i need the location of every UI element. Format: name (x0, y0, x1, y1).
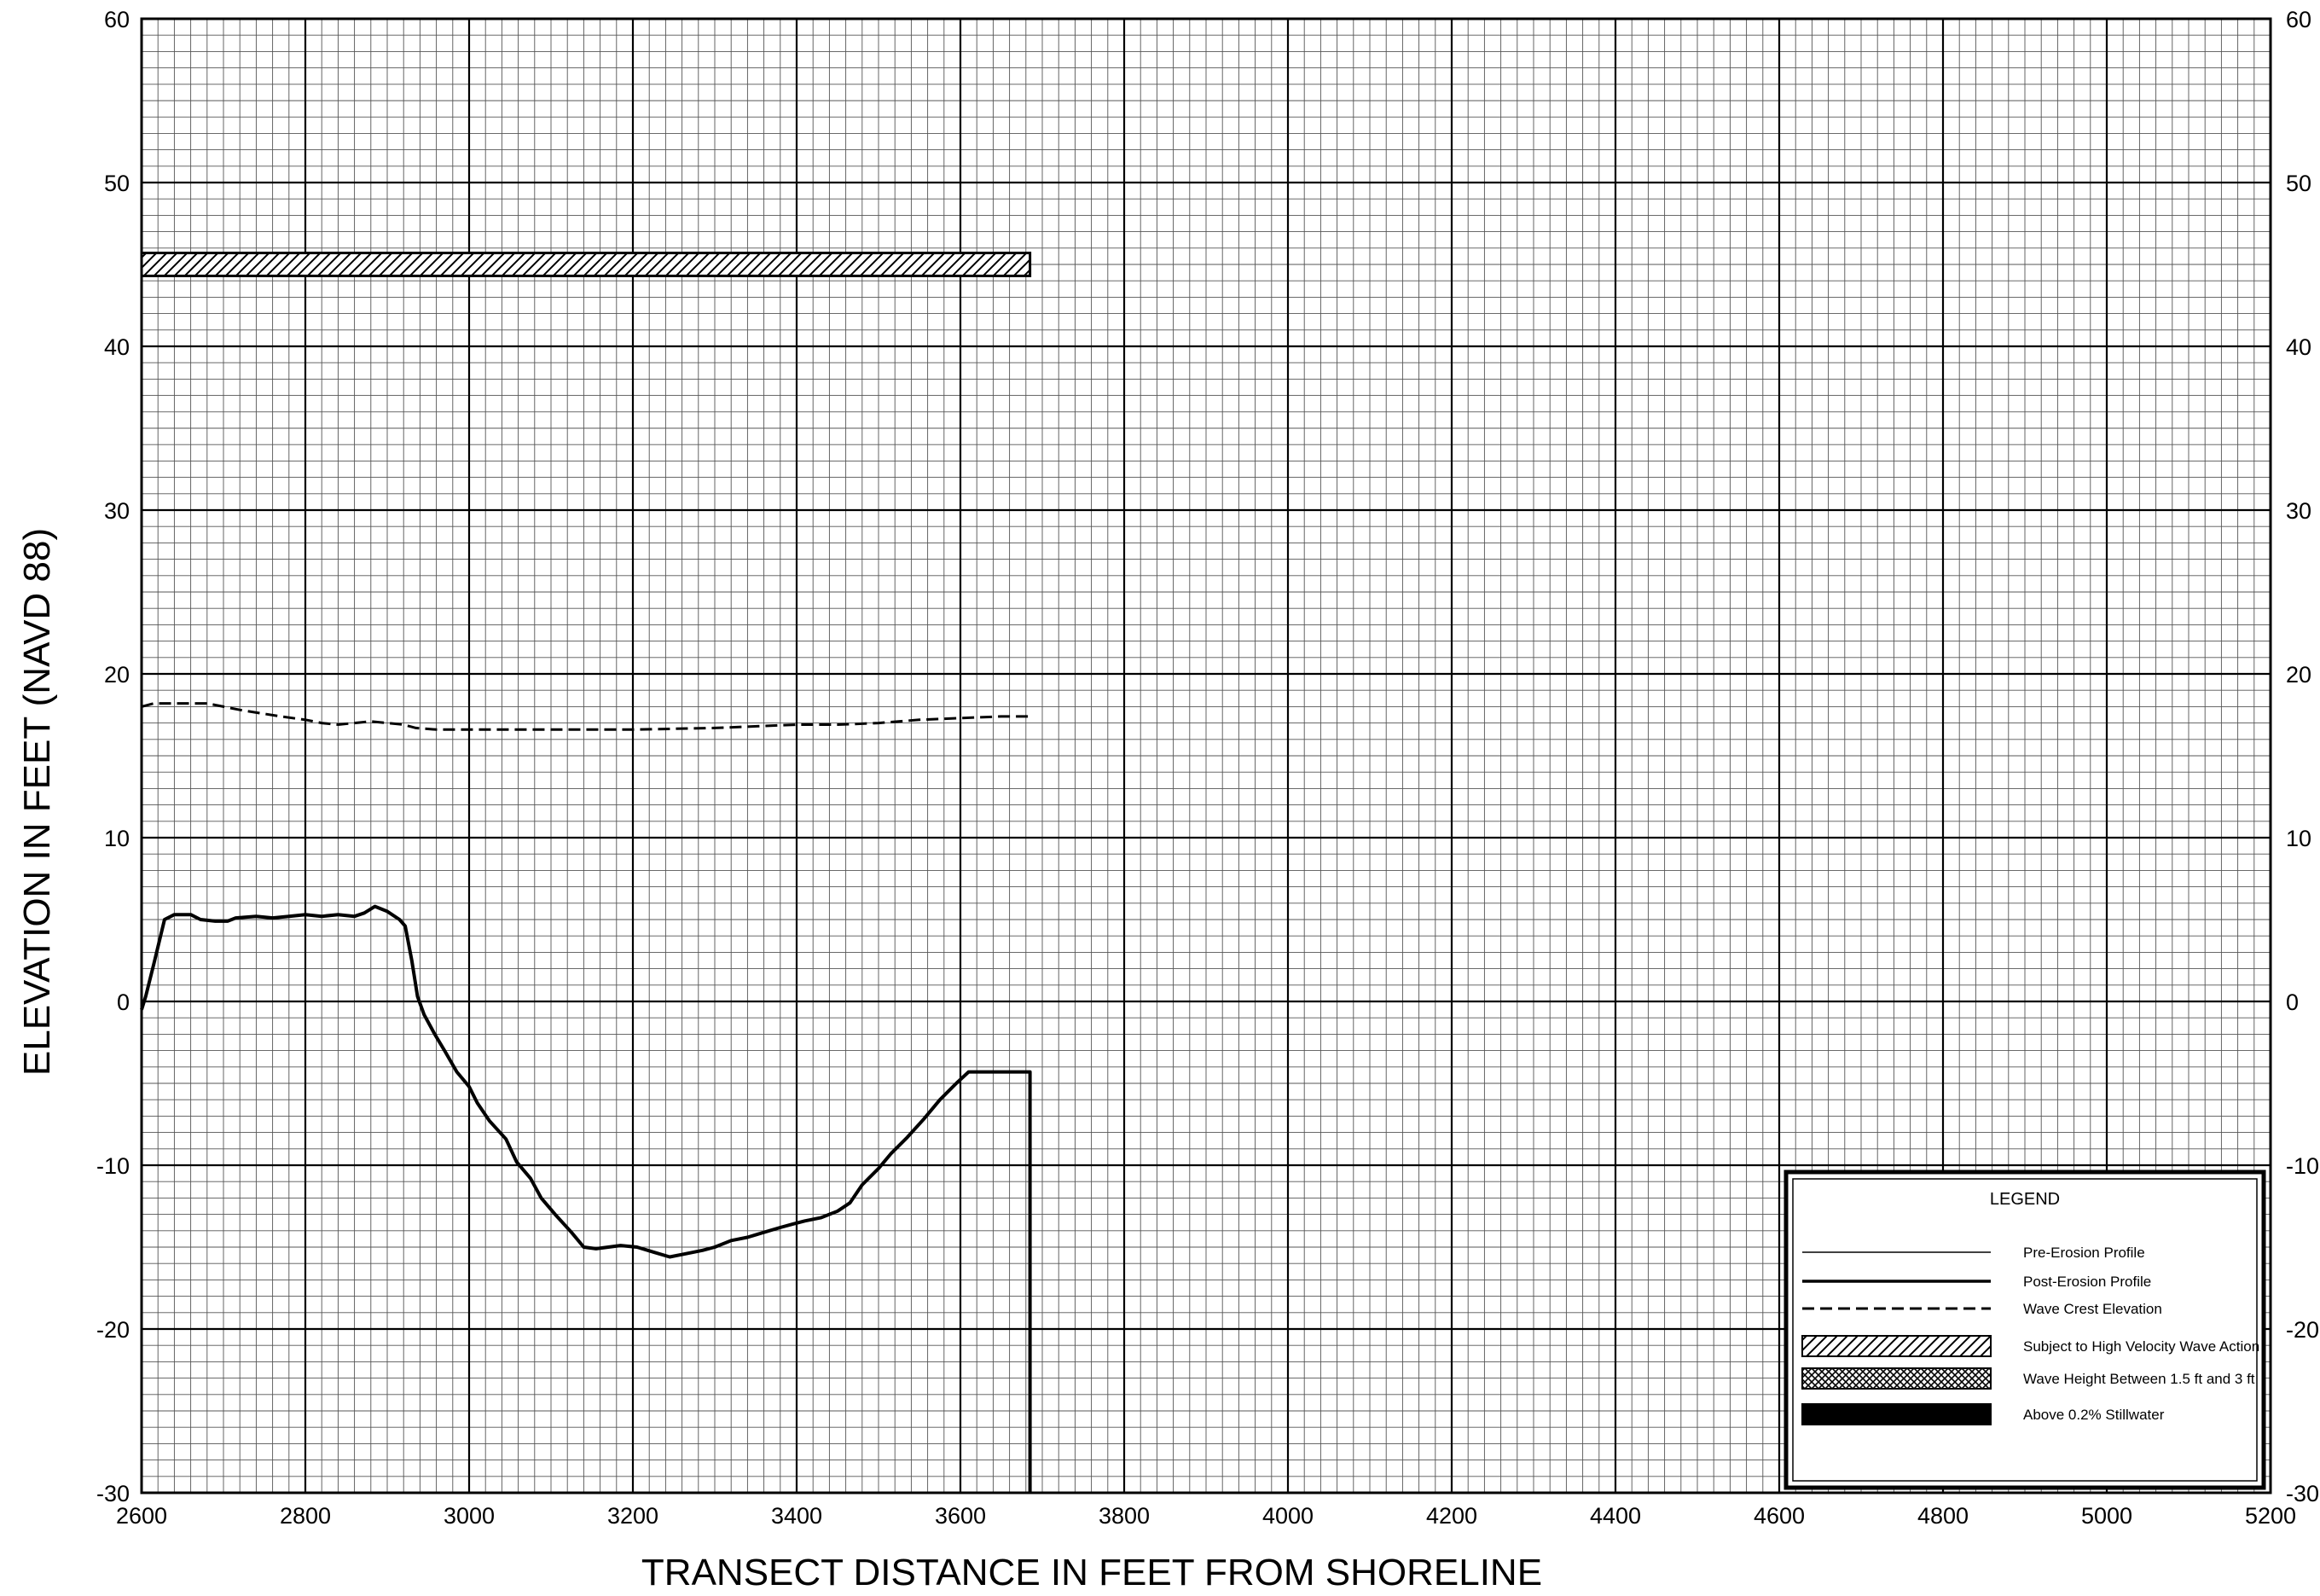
y-tick-label-left: 30 (104, 498, 130, 524)
x-tick-label: 3400 (771, 1503, 822, 1529)
x-tick-labels: 2600 2800 3000 3200 3400 3600 3800 4000 4200 4400… (116, 1503, 2296, 1529)
x-tick-label: 4200 (1426, 1503, 1477, 1529)
legend-label: Pre-Erosion Profile (2023, 1245, 2145, 1261)
series-lines (140, 702, 1032, 1493)
x-tick-label: 4000 (1262, 1503, 1314, 1529)
y-tick-label-left: 20 (104, 662, 130, 688)
x-tick-label: 3000 (444, 1503, 495, 1529)
y-axis-title: ELEVATION IN FEET (NAVD 88) (16, 528, 58, 1076)
y-tick-label-left: 50 (104, 171, 130, 196)
y-tick-labels-left: -30 -20 -10 0 10 20 30 40 50 60 (96, 7, 130, 1506)
legend-label: Above 0.2% Stillwater (2023, 1407, 2165, 1423)
y-tick-label-right: -10 (2286, 1153, 2319, 1179)
x-axis-title: TRANSECT DISTANCE IN FEET FROM SHORELINE (641, 1552, 1542, 1593)
legend-symbol-wave-height-between-1-5-ft-and-3-ft (1801, 1367, 1992, 1390)
x-tick-label: 4800 (1917, 1503, 1969, 1529)
y-tick-label-left: 10 (104, 826, 130, 851)
x-tick-label: 5000 (2081, 1503, 2132, 1529)
x-tick-label: 4600 (1754, 1503, 1805, 1529)
y-tick-label-right: 40 (2286, 334, 2311, 360)
y-tick-label-left: -10 (96, 1153, 130, 1179)
y-tick-label-right: 50 (2286, 171, 2311, 196)
x-tick-label: 5200 (2245, 1503, 2296, 1529)
series-post-erosion-profile (140, 904, 1032, 1493)
x-tick-label: 2600 (116, 1503, 167, 1529)
y-tick-label-right: 30 (2286, 498, 2311, 524)
y-tick-labels-right: -30 -20 -10 0 10 20 30 40 50 60 (2286, 7, 2319, 1506)
y-tick-label-right: 10 (2286, 826, 2311, 851)
legend-inner-border (1792, 1178, 2258, 1482)
x-tick-label: 3800 (1099, 1503, 1150, 1529)
y-tick-label-left: -30 (96, 1481, 130, 1506)
zone-high-velocity-wave-action (140, 252, 1032, 277)
legend-label: Wave Crest Elevation (2023, 1301, 2162, 1317)
y-tick-label-right: 60 (2286, 7, 2311, 32)
minor-gridlines (142, 19, 2271, 1493)
y-tick-label-left: 40 (104, 334, 130, 360)
legend-symbol-subject-to-high-velocity-wave-action (1801, 1335, 1992, 1357)
legend-symbol-above-0-2-stillwater (1801, 1403, 1992, 1425)
zone-bars (140, 252, 1032, 277)
legend-label: Post-Erosion Profile (2023, 1274, 2151, 1290)
legend-box (1784, 1169, 2266, 1490)
y-tick-label-right: -20 (2286, 1317, 2319, 1343)
major-gridlines (140, 17, 2272, 1494)
x-tick-label: 3600 (935, 1503, 986, 1529)
y-tick-label-left: -20 (96, 1317, 130, 1343)
x-tick-label: 2800 (280, 1503, 331, 1529)
legend-label: Wave Height Between 1.5 ft and 3 ft (2023, 1371, 2255, 1387)
y-tick-label-right: -30 (2286, 1481, 2319, 1506)
y-tick-label-left: 0 (117, 990, 130, 1015)
legend: LEGEND Pre-Erosion Profile Post-Erosion Pr… (1784, 1169, 2266, 1490)
x-tick-label: 4400 (1590, 1503, 1641, 1529)
plot-frame (140, 17, 2272, 1494)
y-tick-label-right: 0 (2286, 990, 2299, 1015)
legend-title: LEGEND (1990, 1190, 2060, 1209)
y-tick-label-left: 60 (104, 7, 130, 32)
y-tick-label-right: 20 (2286, 662, 2311, 688)
x-tick-label: 3200 (607, 1503, 658, 1529)
series-wave-crest-elevation (141, 702, 1030, 731)
legend-label: Subject to High Velocity Wave Action (2023, 1338, 2259, 1355)
